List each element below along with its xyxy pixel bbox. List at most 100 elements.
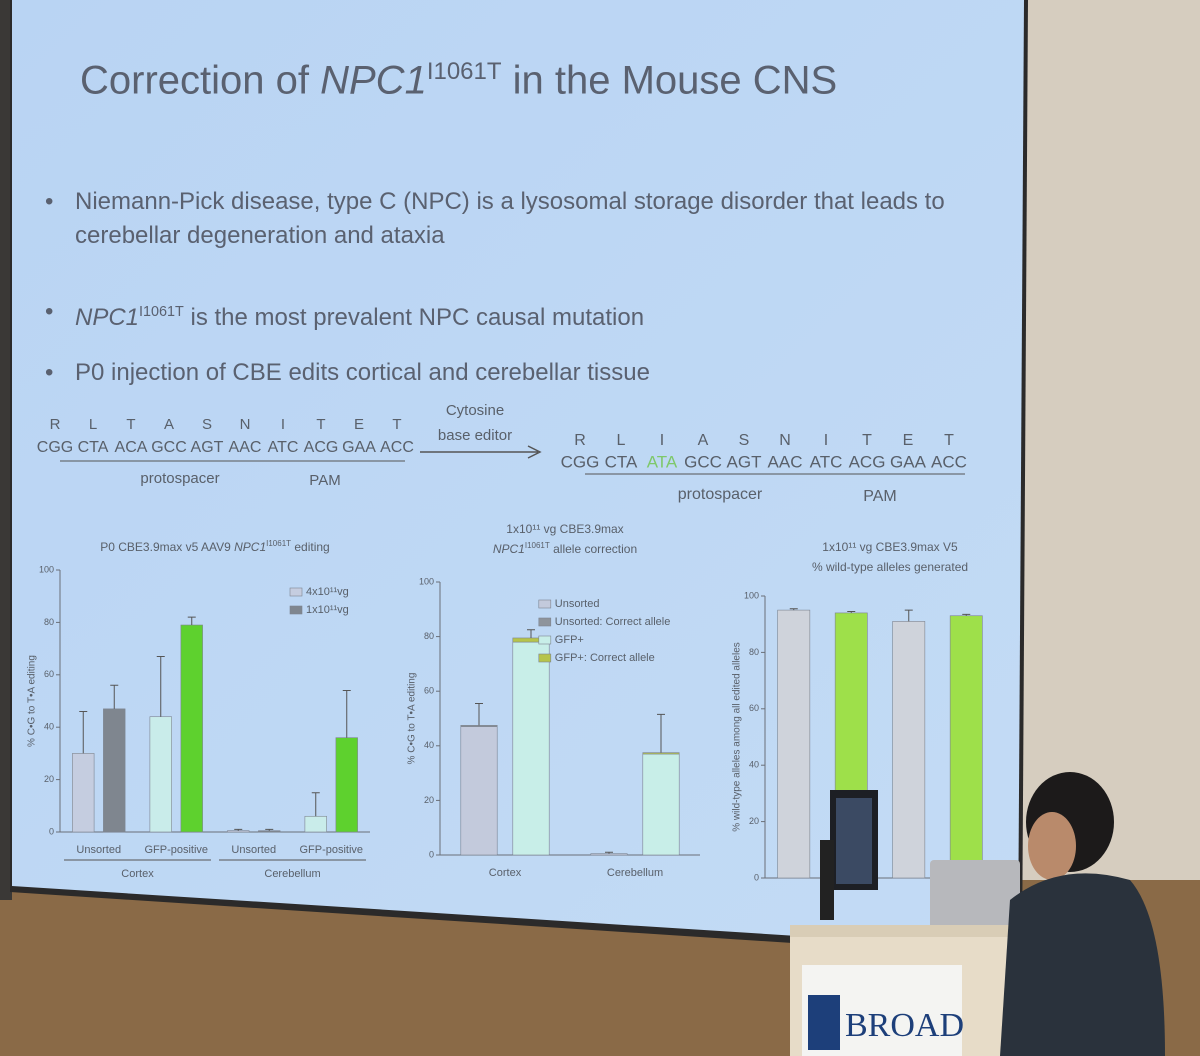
sequence-text: S [739, 432, 750, 449]
bar [512, 641, 550, 856]
chart: 0 20 40 60 80 100 % C•G to T•A editing P0 CBE3.… [27, 539, 370, 880]
title-part: 1x10¹¹ vg CBE3.9max [506, 522, 623, 536]
y-tick-label: 0 [429, 849, 434, 859]
x-tick-label: Unsorted [76, 844, 121, 856]
sequence-text: ACG [304, 439, 339, 456]
sequence-text: E [903, 432, 914, 449]
arrow [420, 445, 542, 459]
error-bar [847, 611, 856, 613]
sequence-text: T [392, 416, 401, 433]
sequence-text: T [862, 432, 872, 449]
bar [227, 830, 250, 833]
sequence-text: ACG [849, 452, 886, 471]
chart-title: NPC1I1061T allele correction [493, 541, 637, 557]
chart: 0 20 40 60 80 100 % C•G to T•A editing 1x10¹¹ v… [407, 522, 700, 879]
sequence-text: I [824, 432, 828, 449]
bar [892, 621, 926, 879]
y-tick-label: 0 [754, 872, 759, 882]
error-bar [527, 629, 535, 638]
error-bar [311, 792, 320, 817]
chart-title: 1x10¹¹ vg CBE3.9max V5 [822, 540, 958, 554]
sequence-text: ATC [810, 452, 843, 471]
bar [149, 716, 172, 833]
sequence-text: I [660, 432, 664, 449]
sequence-text: R [50, 416, 61, 433]
legend-swatch [289, 605, 303, 615]
sequence-text: N [779, 432, 791, 449]
legend-swatch [538, 617, 552, 627]
sequence-text: N [240, 416, 251, 433]
x-tick-label: Unsorted [231, 844, 276, 856]
mutation: I1061T [426, 58, 502, 85]
gene: NPC1 [75, 304, 140, 331]
sequence-text: CGG [561, 452, 600, 471]
sequence-text: T [944, 432, 954, 449]
legend-label: Unsorted [555, 598, 600, 610]
bullet: • NPC1I1061T is the most prevalent NPC ca… [45, 298, 645, 331]
sequence-text: E [354, 416, 364, 433]
y-tick-label: 100 [744, 590, 759, 600]
y-tick-label: 0 [49, 826, 54, 836]
y-tick-label: 80 [749, 647, 759, 657]
y-tick-label: 20 [44, 774, 54, 784]
label: Cytosine [446, 402, 504, 419]
label: PAM [309, 472, 340, 489]
bullet-text: P0 injection of CBE edits cortical and c… [75, 359, 650, 386]
sequence-text: GAA [342, 439, 376, 456]
sequence-text: AGT [191, 439, 224, 456]
sequence-text: ACA [115, 439, 148, 456]
chart-title: % wild-type alleles generated [812, 560, 968, 574]
y-tick-label: 60 [749, 703, 759, 713]
y-axis-label: % C•G to T•A editing [27, 655, 38, 747]
title-part: 1x10¹¹ vg CBE3.9max V5 [822, 540, 958, 554]
title-part: I1061T [266, 539, 291, 548]
slide-title: Correction of NPC1I1061T in the Mouse CN… [80, 58, 837, 103]
chart: 0 20 40 60 80 100 % wild-type alleles among al… [732, 540, 995, 882]
error-bar [342, 690, 351, 738]
bar [103, 708, 126, 833]
label: protospacer [140, 470, 219, 487]
error-bar [110, 684, 119, 709]
y-tick-label: 40 [424, 740, 434, 750]
legend-label: GFP+ [555, 634, 584, 646]
title-part: % wild-type alleles generated [812, 560, 968, 574]
bullet: • Niemann-Pick disease, type C (NPC) is a… [45, 188, 945, 249]
bullet-text: is the most prevalent NPC causal mutatio… [183, 304, 645, 331]
legend-label: 1x10¹¹vg [306, 604, 349, 616]
title-part: P0 CBE3.9max v5 AAV9 [100, 540, 234, 554]
legend-label: GFP+: Correct allele [555, 652, 655, 664]
sequence-text: L [89, 416, 97, 433]
logo-text: BROAD [845, 1007, 964, 1044]
sequence-text: T [126, 416, 135, 433]
sequence-text: S [202, 416, 212, 433]
chart-title: 1x10¹¹ vg CBE3.9max [506, 522, 623, 536]
y-tick-label: 20 [749, 816, 759, 826]
title-part: allele correction [550, 542, 637, 556]
sequence-text: R [574, 432, 586, 449]
title-part: editing [291, 540, 330, 554]
sequence-text: CTA [78, 439, 109, 456]
sequence-text: ATA [647, 452, 678, 471]
title-text: Correction of [80, 58, 321, 103]
sequence-text: GCC [151, 439, 187, 456]
title-part: I1061T [525, 541, 550, 550]
bullet-text: Niemann-Pick disease, type C (NPC) is a … [75, 188, 945, 249]
sequence-text: A [698, 432, 709, 449]
error-bar [265, 828, 274, 831]
label: base editor [438, 427, 512, 444]
sequence-text: A [164, 416, 174, 433]
mutation: I1061T [139, 304, 184, 320]
legend-label: Unsorted: Correct allele [555, 616, 671, 628]
error-bar [904, 609, 913, 622]
y-tick-label: 80 [424, 631, 434, 641]
group-label: Cortex [121, 868, 154, 880]
sequence-text: CTA [605, 452, 638, 471]
bar [180, 624, 203, 833]
legend-swatch [538, 653, 552, 663]
legend-swatch [289, 587, 303, 597]
y-tick-label: 20 [424, 795, 434, 805]
sequence-text: ATC [268, 439, 299, 456]
error-bar [79, 710, 88, 754]
